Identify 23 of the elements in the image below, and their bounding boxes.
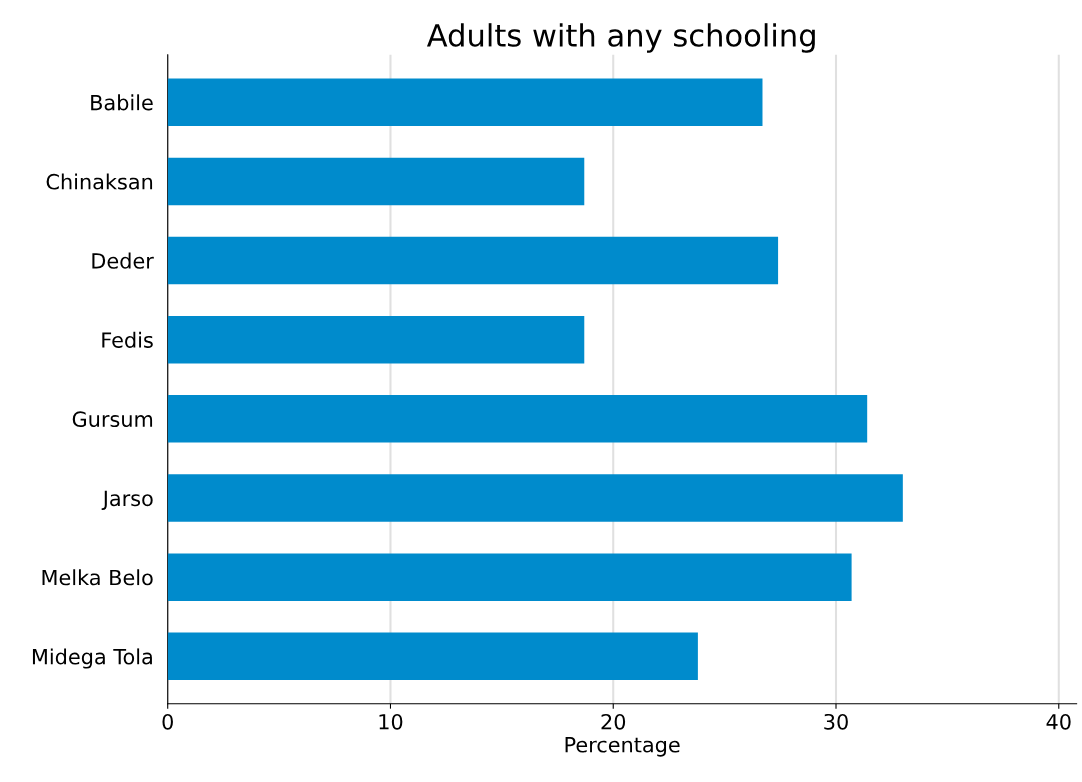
bar xyxy=(167,474,903,522)
y-tick-label: Deder xyxy=(92,252,154,269)
y-tick-label: Gursum xyxy=(72,411,153,428)
y-tick-label: Babile xyxy=(91,94,153,111)
x-tick-label: 40 xyxy=(1046,713,1071,730)
bar xyxy=(167,78,763,126)
x-tick-label: 0 xyxy=(162,713,173,730)
y-tick-label: Midega Tola xyxy=(32,648,152,669)
chart-title: Adults with any schooling xyxy=(426,23,815,53)
y-tick-label: Chinaksan xyxy=(46,173,153,190)
x-axis-title: Percentage xyxy=(565,737,680,757)
y-tick-label: Fedis xyxy=(102,331,153,348)
x-tick-label: 10 xyxy=(379,713,403,730)
bar xyxy=(167,395,868,443)
x-tick-label: 30 xyxy=(824,713,848,730)
x-tick-label: 20 xyxy=(601,713,626,730)
y-tick-label: Jarso xyxy=(101,490,153,511)
bar xyxy=(167,157,585,206)
y-tick-label: Melka Belo xyxy=(42,569,153,586)
bar xyxy=(167,632,698,681)
bar xyxy=(167,236,779,285)
bar xyxy=(167,553,852,601)
bar xyxy=(167,315,585,364)
